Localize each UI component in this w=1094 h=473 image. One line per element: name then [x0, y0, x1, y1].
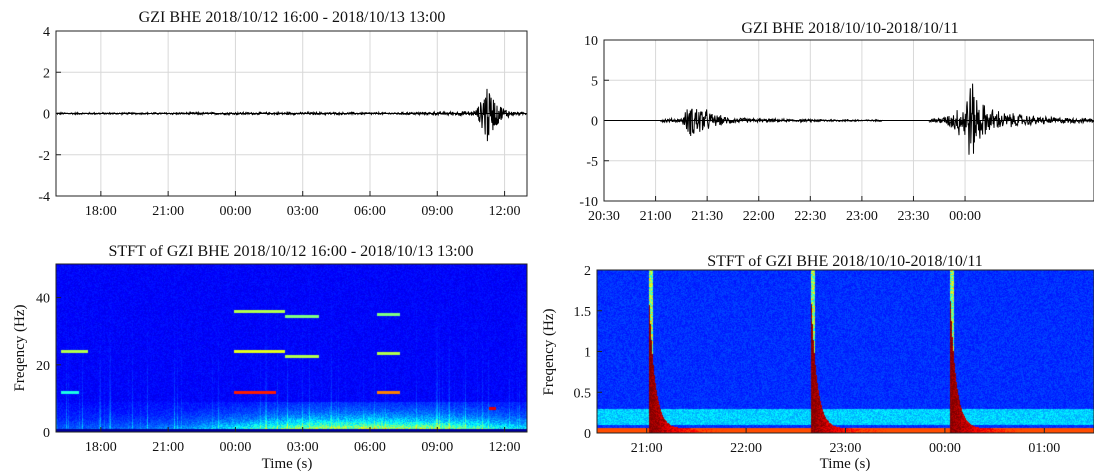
y-ticks: 2 1.5 1 0.5 0 [574, 264, 602, 442]
chart-title: GZI BHE 2018/10/12 16:00 - 2018/10/13 13… [139, 9, 446, 26]
panel-waveform-oct10: GZI BHE 2018/10/10-2018/10/11 1050-5-10 … [579, 20, 1094, 224]
y-tick-label: -2 [38, 149, 50, 164]
chart-title: STFT of GZI BHE 2018/10/12 16:00 - 2018/… [108, 243, 473, 260]
axes-frame [596, 269, 1094, 434]
axes-frame [55, 30, 528, 197]
x-tick-label: 22:30 [794, 209, 826, 224]
x-ticks: 21:00 22:00 23:00 00:00 01:00 [631, 428, 1060, 456]
x-tick-label: 21:00 [640, 209, 672, 224]
x-ticks: 20:30 21:00 21:30 22:00 22:30 23:00 23:30 00:00 [588, 196, 981, 224]
x-tick-label: 23:30 [898, 209, 930, 224]
x-tick-label: 21:30 [691, 209, 723, 224]
x-tick-label: 20:30 [588, 209, 620, 224]
x-tick-label: 09:00 [421, 204, 453, 219]
y-tick-label: 0 [584, 427, 591, 442]
x-tick-label: 22:00 [730, 441, 762, 456]
x-axis-label: Time (s) [262, 456, 313, 472]
y-tick-label: 0.5 [574, 386, 592, 401]
y-tick-label: -10 [579, 195, 598, 210]
x-tick-label: 03:00 [287, 440, 319, 455]
y-tick-label: 1 [584, 346, 591, 361]
spectrogram-image [597, 270, 1094, 433]
y-axis-label: Freqency (Hz) [12, 304, 28, 391]
x-ticks: 18:00 21:00 00:00 03:00 06:00 09:00 12:00 [85, 427, 521, 455]
x-tick-label: 12:00 [489, 440, 521, 455]
y-ticks: 4 2 0 -2 -4 [38, 25, 61, 205]
y-tick-label: 40 [36, 292, 50, 307]
x-tick-label: 21:00 [631, 441, 663, 456]
x-tick-label: 21:00 [152, 204, 184, 219]
x-tick-label: 21:00 [152, 440, 184, 455]
y-axis-label: Freqency (Hz) [541, 308, 557, 395]
y-tick-label: -5 [586, 155, 598, 170]
chart-title: GZI BHE 2018/10/10-2018/10/11 [741, 20, 958, 37]
x-tick-label: 09:00 [421, 440, 453, 455]
x-tick-label: 22:00 [743, 209, 775, 224]
x-tick-label: 06:00 [354, 204, 386, 219]
y-tick-label: -4 [38, 190, 50, 205]
panel-stft-oct10: STFT of GZI BHE 2018/10/10-2018/10/11 21… [541, 253, 1094, 472]
spectrogram-image [56, 264, 527, 432]
x-axis-label: Time (s) [820, 456, 871, 472]
y-tick-label: 2 [43, 66, 50, 81]
x-ticks: 18:00 21:00 00:00 03:00 06:00 09:00 12:00 [85, 191, 521, 219]
x-tick-label: 23:00 [830, 441, 862, 456]
x-tick-label: 23:00 [846, 209, 878, 224]
x-tick-label: 03:00 [287, 204, 319, 219]
chart-title: STFT of GZI BHE 2018/10/10-2018/10/11 [707, 253, 983, 270]
y-ticks: 40 20 0 [36, 292, 61, 441]
x-tick-label: 12:00 [489, 204, 521, 219]
waveform-trace [604, 83, 1094, 155]
y-tick-label: 0 [591, 115, 598, 130]
x-tick-label: 00:00 [949, 209, 981, 224]
y-tick-label: 0 [43, 108, 50, 123]
axes-frame [55, 263, 528, 433]
panel-waveform-oct12: GZI BHE 2018/10/12 16:00 - 2018/10/13 13… [38, 9, 528, 219]
y-ticks: 10 5 0 -5 -10 [579, 34, 609, 210]
y-tick-label: 10 [584, 34, 598, 49]
y-tick-label: 0 [43, 426, 50, 441]
y-tick-label: 1.5 [574, 305, 592, 320]
x-tick-label: 00:00 [929, 441, 961, 456]
x-tick-label: 01:00 [1028, 441, 1060, 456]
x-tick-label: 00:00 [219, 440, 251, 455]
y-tick-label: 20 [36, 359, 50, 374]
waveform-trace [56, 88, 527, 142]
y-tick-label: 5 [591, 74, 598, 89]
x-tick-label: 18:00 [85, 440, 117, 455]
y-tick-label: 2 [584, 264, 591, 279]
x-tick-label: 00:00 [219, 204, 251, 219]
panel-stft-oct12: STFT of GZI BHE 2018/10/12 16:00 - 2018/… [12, 243, 528, 472]
axes-frame [603, 39, 1094, 202]
x-tick-label: 18:00 [85, 204, 117, 219]
y-tick-label: 4 [43, 25, 50, 40]
x-tick-label: 06:00 [354, 440, 386, 455]
